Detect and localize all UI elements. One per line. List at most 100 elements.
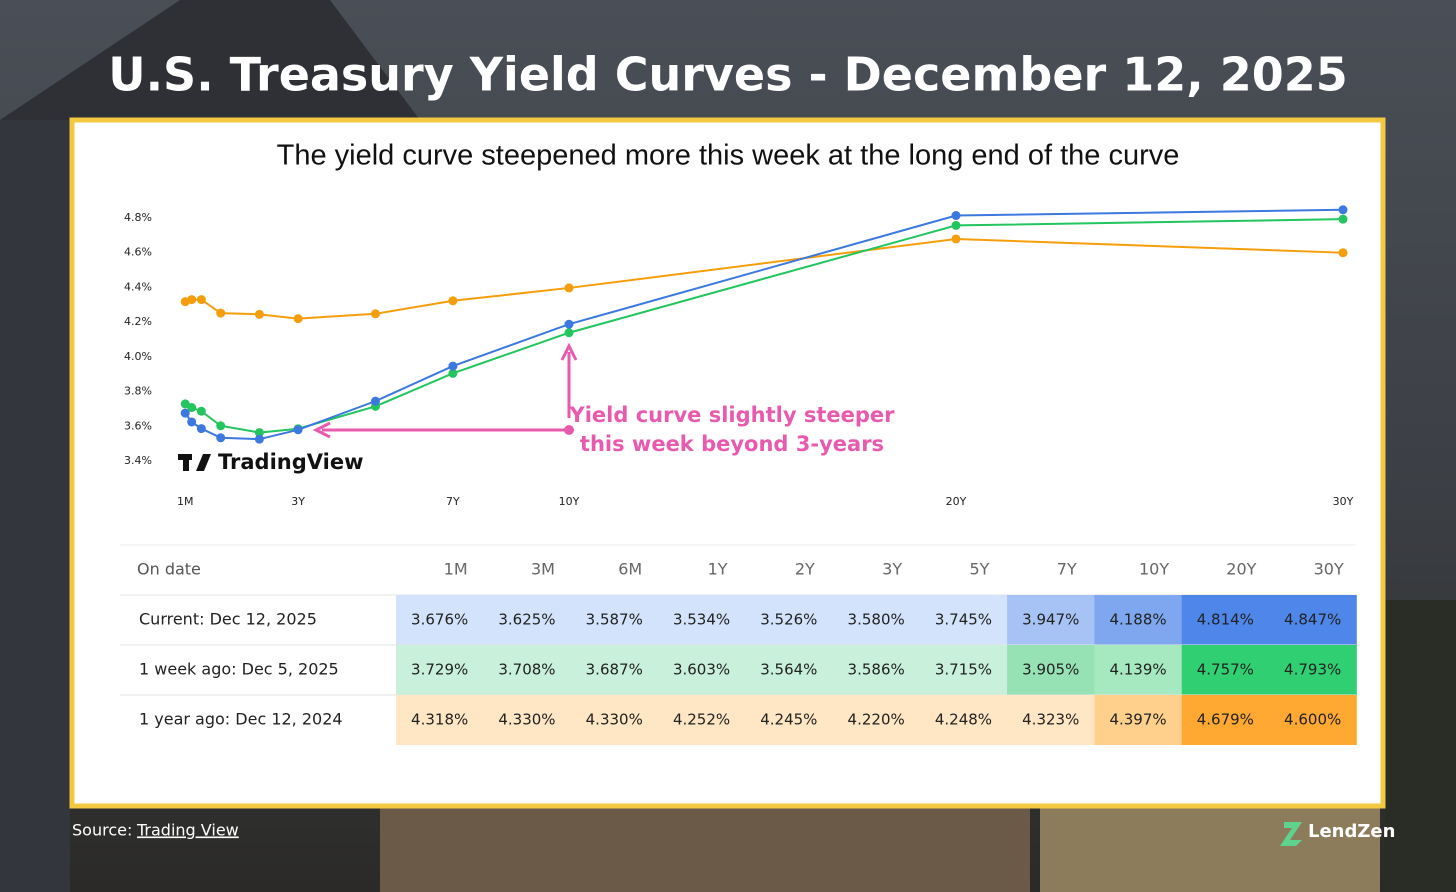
- cell-bg: [1007, 645, 1095, 695]
- cell-bg: [919, 595, 1008, 645]
- header-cell: 30Y: [1314, 560, 1344, 579]
- header-cell: 5Y: [969, 560, 989, 579]
- cell: 4.318%: [411, 711, 468, 729]
- data-point: [448, 296, 458, 306]
- header-cell: On date: [137, 560, 201, 579]
- arrow-head: [312, 421, 331, 439]
- cell: 3.947%: [1022, 611, 1079, 629]
- cell-bg: [745, 595, 833, 645]
- data-point: [187, 417, 197, 427]
- cell: 3.729%: [411, 661, 468, 679]
- y-tick-label: 4.6%: [124, 246, 152, 259]
- cell: 3.564%: [760, 661, 817, 679]
- cell-bg: [1007, 695, 1095, 745]
- cell: 4.600%: [1284, 711, 1341, 729]
- data-point: [216, 308, 226, 318]
- house: [1040, 808, 1380, 892]
- watermark: TradingView: [218, 450, 363, 474]
- cell-bg: [1269, 695, 1357, 745]
- data-point: [1338, 205, 1348, 215]
- cell-bg: [1094, 595, 1183, 645]
- cell: 4.248%: [935, 711, 992, 729]
- cell-bg: [570, 645, 659, 695]
- header-cell: 1M: [444, 560, 468, 579]
- logo-mark: [1280, 822, 1302, 846]
- x-tick-label: 3Y: [291, 495, 305, 508]
- data-point: [196, 295, 206, 305]
- data-point: [187, 403, 197, 413]
- data-point: [951, 234, 961, 244]
- cell: 3.625%: [498, 611, 555, 629]
- roof: [0, 0, 420, 120]
- brand: LendZen: [1308, 821, 1395, 842]
- data-point: [254, 428, 264, 438]
- data-point: [371, 309, 380, 319]
- cell-bg: [483, 595, 572, 645]
- row-label: 1 week ago: Dec 5, 2025: [139, 660, 339, 679]
- tree: [1385, 600, 1456, 892]
- cell-bg: [1269, 595, 1357, 645]
- cell-bg: [657, 595, 746, 645]
- y-tick-label: 3.8%: [124, 385, 152, 398]
- annotation-arrows: [312, 342, 578, 439]
- cell-bg: [832, 645, 921, 695]
- x-tick-label: 10Y: [559, 495, 580, 508]
- cell-bg: [832, 595, 921, 645]
- cell: 4.847%: [1284, 611, 1341, 629]
- cell: 3.580%: [848, 611, 905, 629]
- cell-bg: [657, 645, 746, 695]
- house: [380, 808, 1030, 892]
- y-tick-label: 4.8%: [124, 211, 152, 224]
- cell-bg: [1181, 645, 1270, 695]
- data-point: [1338, 248, 1348, 258]
- cell: 4.330%: [498, 711, 555, 729]
- wall: [0, 120, 70, 892]
- data-point: [293, 425, 303, 435]
- table: On date 1M 3M 6M 1Y 2Y 3Y 5Y 7Y 10Y 20Y 30Y Current:…: [120, 544, 1357, 745]
- cell-bg: [1181, 595, 1270, 645]
- cell: 4.139%: [1109, 661, 1166, 679]
- row-label: 1 year ago: Dec 12, 2024: [139, 710, 343, 729]
- y-tick-label: 4.2%: [124, 315, 152, 328]
- cell-bg: [745, 645, 833, 695]
- cell-bg: [919, 695, 1008, 745]
- cell: 3.603%: [673, 661, 730, 679]
- cell-bg: [1007, 595, 1095, 645]
- data-point: [1338, 214, 1348, 224]
- cell: 3.676%: [411, 611, 468, 629]
- cell: 3.526%: [760, 611, 817, 629]
- annotation: Yield curve slightly steeper: [569, 403, 896, 427]
- data-point: [216, 433, 226, 443]
- cell: 3.745%: [935, 611, 992, 629]
- cell-bg: [396, 645, 484, 695]
- data-point: [196, 406, 206, 416]
- cell-bg: [832, 695, 921, 745]
- header-cell: 6M: [618, 560, 642, 579]
- cell-bg: [570, 595, 659, 645]
- source-link[interactable]: Trading View: [136, 821, 239, 840]
- y-tick-label: 4.0%: [124, 350, 152, 363]
- data-point: [951, 220, 961, 230]
- cell: 4.252%: [673, 711, 730, 729]
- data-point: [448, 361, 458, 371]
- data-point: [254, 434, 264, 444]
- cell-bg: [1094, 695, 1183, 745]
- cell-bg: [396, 595, 484, 645]
- data-point: [187, 295, 197, 305]
- annotation: this week beyond 3-years: [580, 432, 884, 456]
- page-title: U.S. Treasury Yield Curves - December 12…: [108, 48, 1348, 102]
- cell: 3.687%: [586, 661, 643, 679]
- cell: 3.534%: [673, 611, 730, 629]
- data-point: [564, 283, 574, 293]
- header-cell: 2Y: [795, 560, 815, 579]
- data-point: [196, 424, 206, 434]
- cell-bg: [1094, 645, 1183, 695]
- cell: 4.220%: [848, 711, 905, 729]
- cell: 3.715%: [935, 661, 992, 679]
- cell-bg: [1181, 695, 1270, 745]
- cell: 4.814%: [1197, 611, 1254, 629]
- data-point: [564, 328, 574, 338]
- cell: 4.245%: [760, 711, 817, 729]
